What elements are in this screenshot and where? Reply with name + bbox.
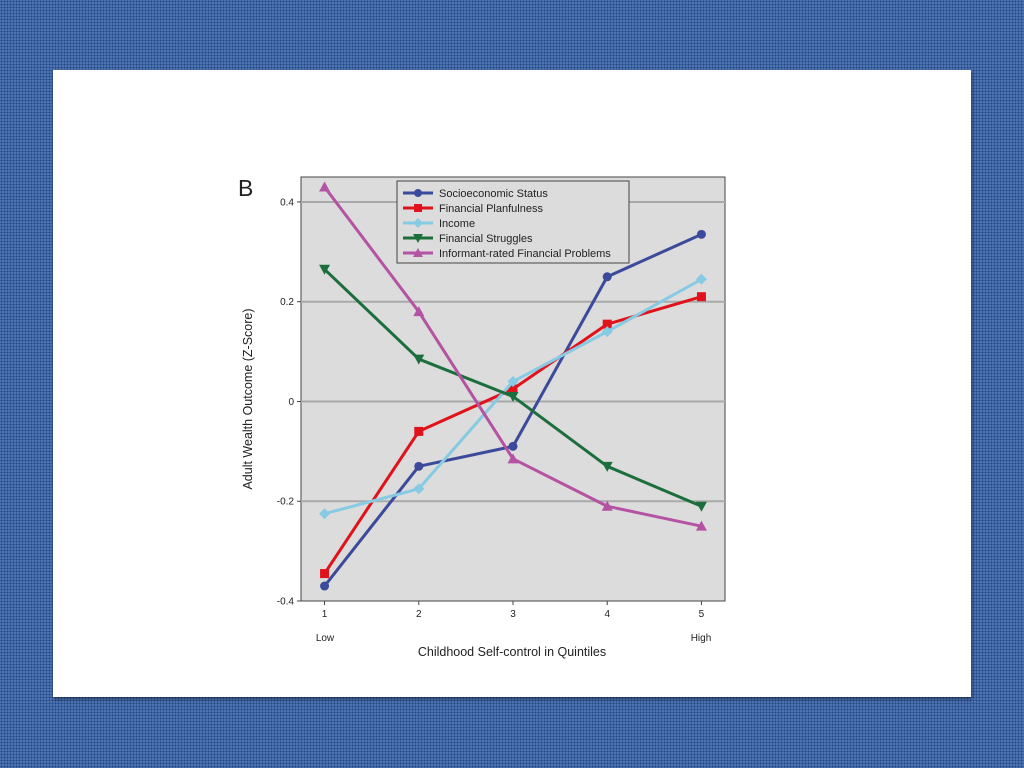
x-end-label-high: High — [691, 633, 712, 644]
legend-swatch-marker — [413, 218, 423, 228]
data-point — [696, 229, 706, 239]
legend: Socioeconomic Status Financial Planfulnes… — [396, 180, 630, 264]
legend-swatch-marker — [414, 204, 422, 212]
x-tick-label: 4 — [604, 609, 610, 620]
data-point — [413, 354, 425, 365]
data-point — [507, 391, 519, 402]
y-axis-title: Adult Wealth Outcome (Z-Score) — [241, 308, 255, 489]
legend-item: Income — [403, 218, 475, 230]
data-point — [601, 326, 613, 338]
data-point — [508, 384, 518, 394]
legend-item: Financial Planfulness — [403, 203, 543, 215]
x-tick-label: 5 — [699, 609, 705, 620]
series-layer — [319, 181, 707, 591]
y-tick-label: 0.4 — [280, 197, 294, 208]
y-axis: -0.4 -0.2 0 0.2 0.4 — [277, 197, 301, 608]
legend-label: Socioeconomic Status — [439, 188, 548, 200]
data-point — [695, 273, 707, 285]
data-point — [507, 376, 519, 388]
series-financial-struggles — [319, 264, 707, 512]
data-point — [602, 319, 612, 329]
y-tick-label: -0.4 — [277, 597, 295, 608]
data-point — [414, 426, 424, 436]
series-income — [319, 273, 707, 520]
series-socioeconomic-status — [320, 229, 706, 591]
y-tick-label: 0 — [288, 397, 294, 408]
legend-swatch-marker — [413, 234, 423, 243]
data-point — [320, 569, 330, 579]
y-tick-label: -0.2 — [277, 497, 295, 508]
series-informant-rated-financial-problems — [319, 181, 707, 531]
data-point — [319, 264, 331, 275]
data-point — [602, 272, 612, 282]
data-point — [413, 483, 425, 495]
legend-label: Financial Planfulness — [439, 203, 543, 215]
data-point — [601, 461, 613, 472]
data-point — [601, 500, 613, 511]
legend-label: Informant-rated Financial Problems — [439, 248, 611, 260]
legend-swatch-marker — [414, 189, 422, 197]
data-point — [413, 306, 425, 317]
x-tick-label: 2 — [416, 609, 422, 620]
legend-item: Informant-rated Financial Problems — [403, 248, 611, 260]
data-point — [508, 441, 518, 451]
x-tick-label: 1 — [322, 609, 328, 620]
legend-label: Income — [439, 218, 475, 230]
x-axis-title: Childhood Self-control in Quintiles — [418, 645, 606, 659]
panel-letter: B — [238, 175, 253, 201]
x-tick-label: 3 — [510, 609, 516, 620]
data-point — [507, 453, 519, 464]
x-end-label-low: Low — [316, 633, 335, 644]
legend-item: Socioeconomic Status — [403, 188, 548, 200]
data-point — [320, 581, 330, 591]
legend-swatch-marker — [413, 248, 423, 257]
legend-box — [396, 180, 630, 264]
data-point — [695, 520, 707, 531]
data-point — [696, 292, 706, 302]
data-point — [695, 501, 707, 512]
legend-item: Financial Struggles — [403, 233, 533, 245]
data-point — [414, 461, 424, 471]
legend-label: Financial Struggles — [439, 233, 533, 245]
y-tick-label: 0.2 — [280, 297, 294, 308]
data-point — [319, 181, 331, 192]
x-axis: 1 2 3 4 5 — [322, 601, 705, 620]
data-point — [319, 508, 331, 520]
